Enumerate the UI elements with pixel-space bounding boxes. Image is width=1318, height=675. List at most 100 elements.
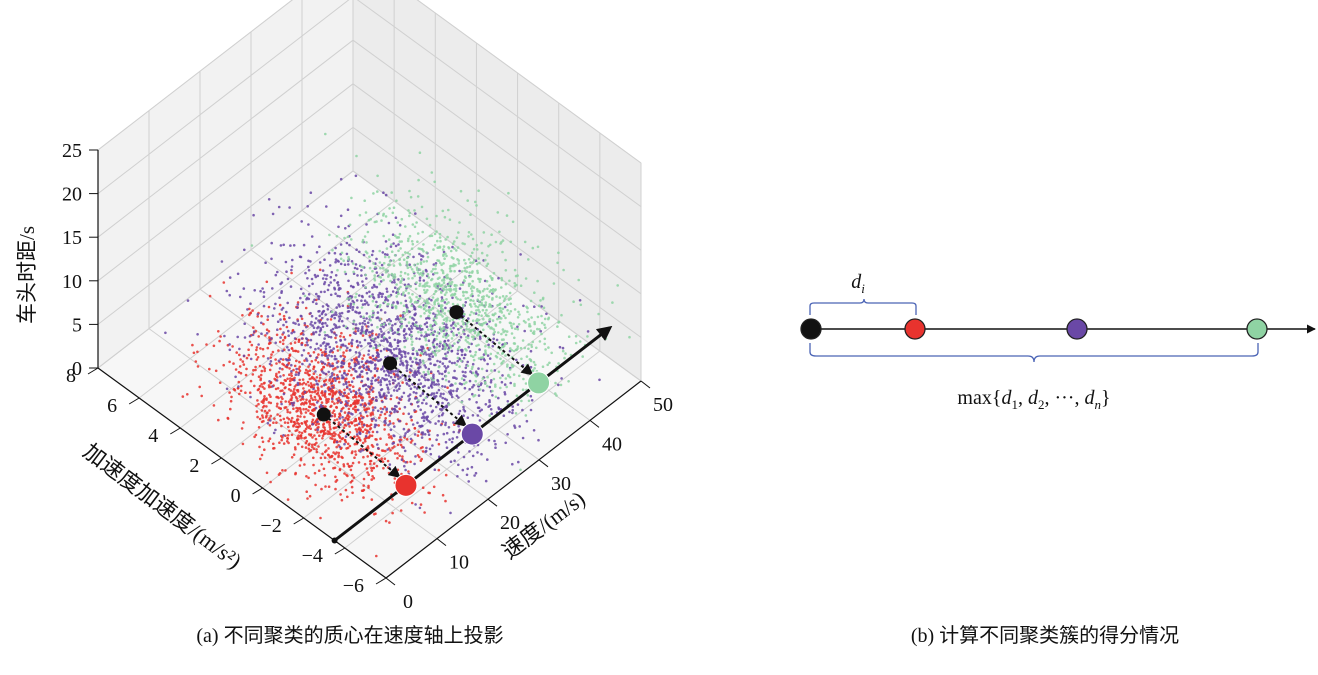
scatter-point	[413, 209, 416, 212]
scatter-point	[373, 274, 377, 277]
scatter-point	[448, 281, 451, 284]
scatter-point	[328, 392, 331, 396]
scatter-point	[480, 251, 484, 255]
scatter-point	[512, 373, 516, 376]
scatter-point	[498, 341, 501, 345]
scatter-point	[370, 478, 374, 481]
scatter-point	[354, 323, 358, 326]
scatter-point	[399, 263, 402, 267]
scatter-point	[504, 354, 507, 357]
scatter-point	[311, 398, 315, 402]
scatter-point	[321, 452, 324, 456]
scatter-point	[318, 268, 322, 272]
scatter-point	[404, 461, 408, 464]
scatter-point	[312, 402, 315, 406]
scatter-point	[378, 282, 381, 286]
scatter-point	[432, 292, 436, 296]
scatter-point	[340, 251, 344, 255]
scatter-point	[355, 299, 359, 302]
scatter-point	[471, 365, 474, 369]
scatter-point	[325, 277, 328, 281]
scatter-point	[311, 418, 315, 422]
scatter-point	[347, 392, 350, 396]
scatter-point	[507, 374, 510, 378]
scatter-point	[265, 414, 268, 418]
scatter-point	[354, 369, 357, 373]
scatter-point	[395, 354, 399, 358]
scatter-point	[445, 336, 448, 339]
scatter-point	[294, 429, 298, 433]
scatter-point	[360, 344, 363, 348]
scatter-point	[338, 417, 342, 420]
scatter-point	[524, 414, 528, 417]
scatter-point	[375, 300, 378, 304]
scatter-point	[419, 261, 423, 264]
scatter-point	[384, 421, 387, 425]
scatter-point	[346, 208, 350, 211]
scatter-point	[323, 281, 327, 284]
scatter-point	[292, 244, 296, 247]
scatter-point	[335, 341, 338, 344]
scatter-point	[324, 321, 327, 325]
scatter-point	[258, 417, 262, 421]
scatter-point	[428, 305, 431, 309]
scatter-point	[543, 323, 546, 327]
scatter-point	[367, 218, 371, 222]
scatter-point	[491, 344, 495, 348]
scatter-point	[356, 274, 359, 277]
scatter-point	[268, 368, 272, 372]
scatter-point	[373, 425, 377, 429]
scatter-point	[433, 468, 437, 472]
scatter-point	[343, 439, 347, 442]
scatter-point	[410, 268, 414, 271]
scatter-point	[228, 348, 232, 352]
scatter-point	[475, 204, 478, 207]
scatter-point	[477, 308, 480, 312]
scatter-point	[450, 256, 454, 259]
scatter-point	[454, 296, 458, 299]
scatter-point	[375, 464, 379, 468]
scatter-point	[290, 433, 294, 437]
scatter-point	[350, 344, 354, 348]
scatter-point	[463, 266, 467, 270]
scatter-point	[300, 431, 304, 435]
scatter-point	[488, 414, 492, 417]
scatter-point	[522, 304, 525, 308]
scatter-point	[413, 426, 417, 430]
grid-back-z	[97, 0, 350, 194]
scatter-point	[529, 349, 533, 353]
scatter-point	[292, 368, 295, 372]
scatter-point	[389, 328, 392, 332]
scatter-point	[305, 325, 308, 329]
scatter-point	[420, 205, 424, 209]
scatter-point	[435, 346, 439, 349]
scatter-point	[354, 417, 357, 421]
scatter-point	[449, 288, 453, 292]
y-tick-mark	[375, 577, 387, 585]
scatter-point	[443, 293, 447, 297]
scatter-point	[319, 456, 323, 460]
scatter-point	[329, 375, 332, 379]
scatter-point	[252, 368, 255, 372]
scatter-point	[416, 262, 420, 266]
scatter-point	[400, 322, 403, 326]
scatter-point	[333, 278, 336, 282]
scatter-point	[313, 434, 316, 437]
scatter-point	[238, 392, 241, 396]
scatter-point	[347, 411, 350, 415]
scatter-point	[296, 303, 300, 306]
scatter-point	[452, 264, 455, 268]
scatter-point	[347, 310, 351, 313]
scatter-point	[220, 260, 224, 263]
scatter-point	[363, 319, 366, 323]
scatter-point	[471, 392, 474, 396]
scatter-point	[348, 431, 352, 434]
scatter-point	[354, 410, 358, 414]
caption-b: (b) 计算不同聚类簇的得分情况	[911, 624, 1179, 647]
scatter-point	[389, 397, 393, 401]
scatter-point	[414, 361, 418, 364]
scatter-point	[531, 369, 535, 373]
scatter-point	[528, 368, 532, 372]
x-tick-label: 10	[449, 552, 469, 574]
scatter-point	[391, 408, 394, 411]
